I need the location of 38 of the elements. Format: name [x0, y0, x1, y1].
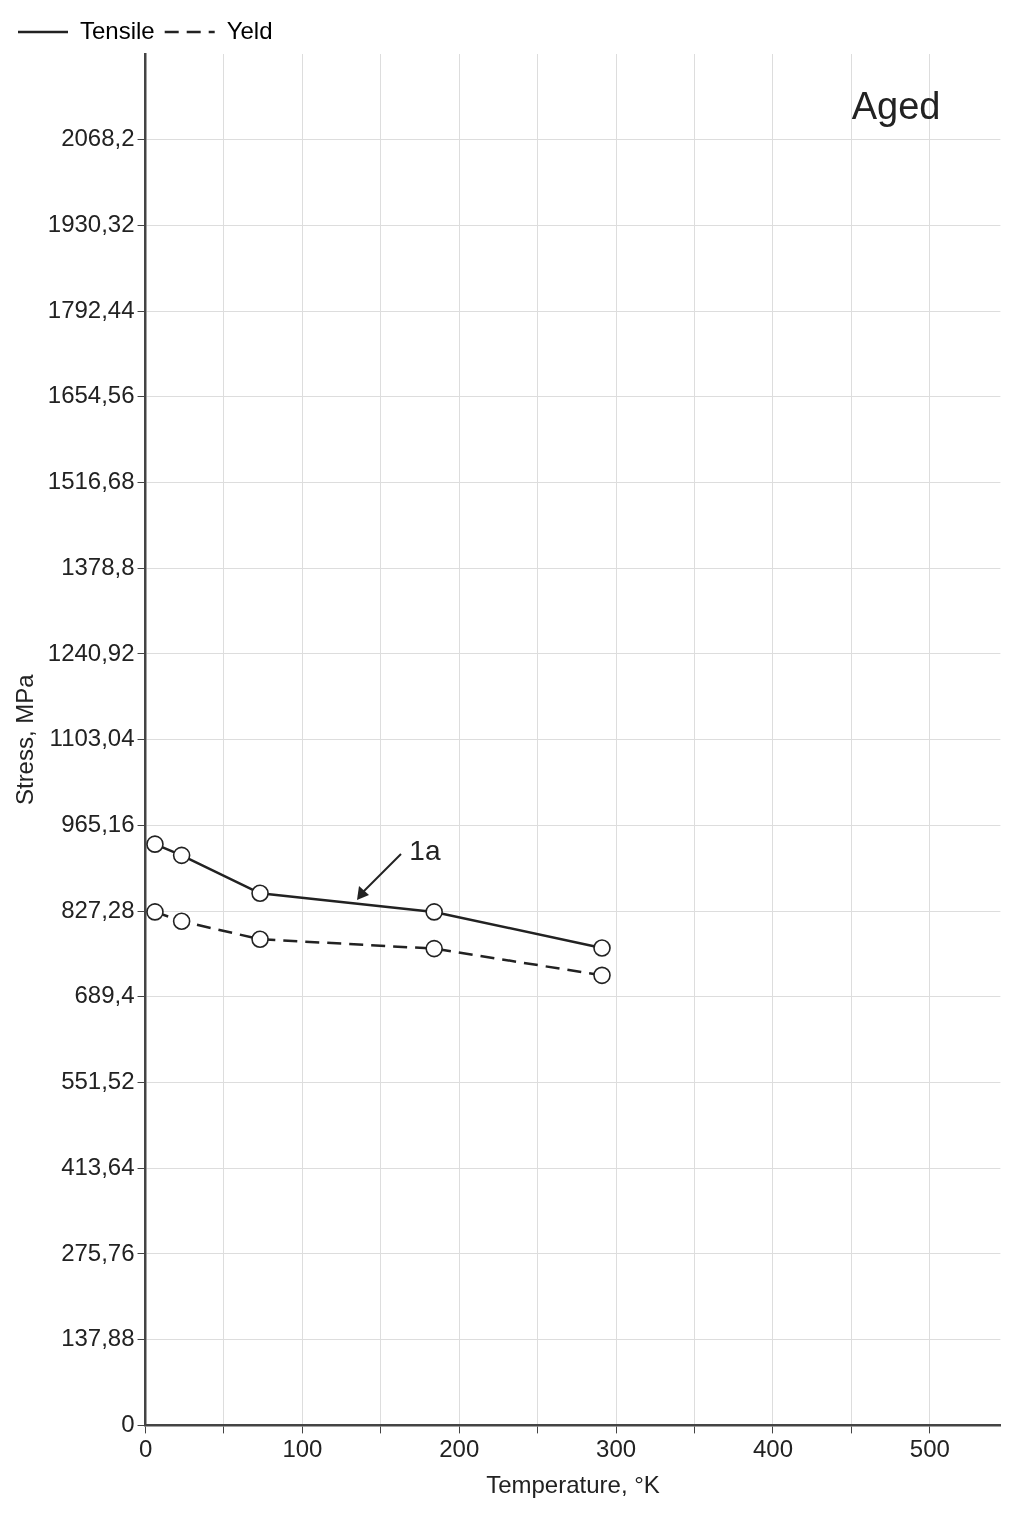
y-tick-label: 1654,56: [47, 381, 135, 409]
y-tick-label: 1516,68: [47, 467, 135, 495]
y-tick-label: 1792,44: [47, 295, 135, 323]
x-tick-label: 0: [138, 1435, 153, 1463]
y-tick-label: 551,52: [61, 1067, 135, 1095]
point: [425, 903, 443, 921]
point: [146, 903, 164, 921]
y-tick-label: 827,28: [61, 895, 135, 923]
x-tick-label: 200: [439, 1435, 480, 1463]
y-tick-label: 0: [121, 1410, 135, 1438]
point: [172, 912, 191, 931]
y-tick-label: 1103,04: [49, 724, 135, 752]
x-tick-label: 100: [282, 1435, 323, 1463]
x-axis-title: Temperature, °K: [486, 1471, 660, 1499]
x-tick-label: 400: [752, 1435, 793, 1463]
x-tick-label: 300: [596, 1435, 637, 1463]
y-tick-label: 689,4: [74, 981, 135, 1009]
y-axis-title: Stress, MPa: [11, 673, 39, 806]
point: [593, 966, 611, 985]
legend-label: Yeld: [226, 16, 273, 44]
y-tick-label: 1240,92: [47, 638, 135, 666]
y-tick-label: 137,88: [61, 1324, 135, 1352]
annotation: 1a: [409, 834, 441, 866]
y-tick-label: 275,76: [61, 1238, 135, 1266]
point: [146, 835, 164, 853]
y-tick-label: 965,16: [61, 810, 135, 838]
legend-label: Tensile: [80, 16, 155, 44]
point: [593, 939, 611, 957]
annotation: Aged: [851, 85, 941, 128]
y-tick-label: 1930,32: [47, 210, 135, 238]
y-tick-label: 2068,2: [61, 124, 135, 152]
x-tick-label: 500: [909, 1435, 950, 1463]
point: [425, 939, 443, 958]
point: [172, 846, 191, 865]
y-tick-label: 1378,8: [61, 552, 135, 580]
point: [251, 930, 269, 949]
y-tick-label: 413,64: [61, 1152, 135, 1180]
point: [251, 884, 269, 903]
